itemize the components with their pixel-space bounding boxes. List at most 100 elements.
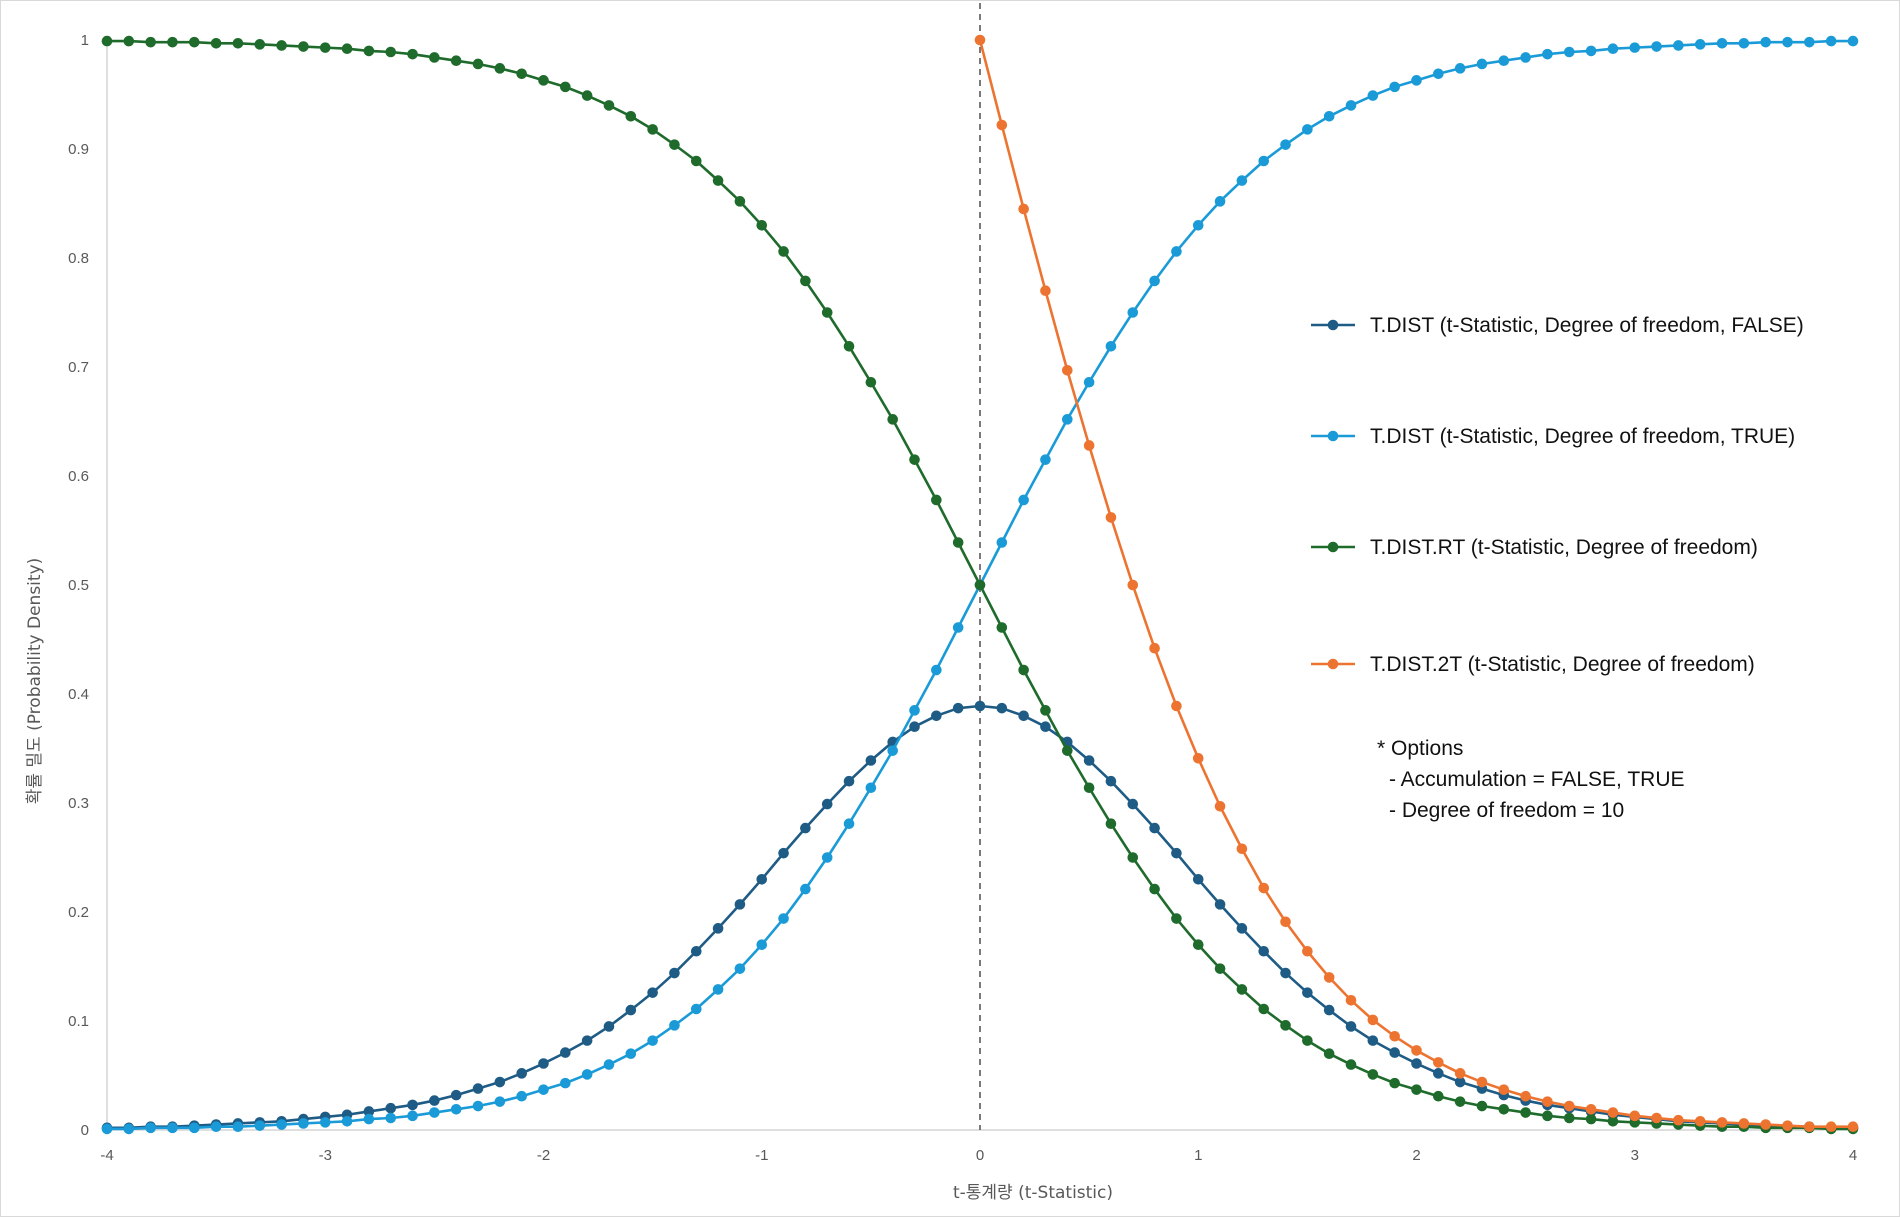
data-point [887,745,898,756]
data-point [909,454,920,465]
data-point [1302,124,1313,135]
data-point [1214,196,1226,207]
data-point [1323,1048,1335,1059]
y-tick-label: 0.1 [68,1013,89,1030]
data-point [1105,818,1117,830]
data-point [1454,63,1466,74]
data-point [581,1035,593,1046]
x-tick-label: -2 [537,1147,550,1164]
data-point [407,1099,418,1111]
data-point [1214,800,1226,812]
data-point [1236,175,1248,186]
data-point [1563,46,1575,58]
data-point [1804,1121,1815,1133]
data-point [843,340,855,352]
data-point [1149,883,1160,895]
data-point [974,34,986,46]
x-tick-label: -4 [100,1147,113,1164]
data-point [974,579,986,591]
data-point [1804,36,1815,48]
data-point [1280,967,1291,979]
data-point [1520,1107,1531,1118]
data-point [450,55,462,67]
options-note-line: - Degree of freedom = 10 [1389,799,1624,822]
y-tick-label: 1 [81,32,89,49]
data-point [690,945,702,957]
data-point [494,63,506,74]
data-point [145,1122,156,1134]
data-point [1433,1090,1444,1102]
data-point [865,376,877,388]
data-point [712,923,724,934]
data-point [1323,972,1335,983]
data-point [1782,36,1793,48]
data-point [996,702,1008,714]
data-point [1673,1114,1684,1126]
data-point [450,1103,462,1115]
data-point [189,1122,200,1134]
data-point [319,42,331,53]
data-point [1280,916,1291,928]
data-point [1258,155,1270,167]
data-point [232,37,244,49]
data-point [538,1058,549,1069]
data-point [625,1048,637,1059]
data-point [1738,37,1750,49]
data-point [843,818,855,830]
data-point [1040,454,1051,465]
data-point [1629,1110,1641,1122]
data-point [603,1059,615,1070]
data-point [1171,246,1182,257]
data-point [1716,1117,1728,1128]
data-point [1040,705,1051,716]
data-point [494,1096,506,1107]
data-point [952,622,964,633]
data-point [625,1004,637,1016]
data-point [1563,1100,1575,1112]
data-point [1498,1084,1510,1095]
data-point [363,1106,375,1117]
data-point [669,967,680,979]
axes-layer: 0 0.1 0.2 0.3 0.4 0.5 0.6 0.7 0.8 0.9 1 -4 -3 -2 -1 0 1 2… [68,3,1857,1164]
data-point [494,1076,506,1088]
data-point [1018,494,1029,506]
data-point [1585,45,1597,57]
data-point [1411,1058,1422,1069]
data-point [1258,945,1270,957]
data-point [581,90,593,101]
data-point [821,852,833,863]
data-point [407,1110,418,1122]
data-point [1171,700,1182,712]
data-point [1411,75,1422,86]
data-point [516,68,527,80]
data-point [1040,285,1051,297]
data-point [1149,275,1160,287]
data-point [450,1089,462,1101]
data-point [1236,923,1248,934]
data-point [1694,39,1706,50]
x-tick-label: 2 [1412,1147,1420,1164]
data-point [581,1069,593,1080]
data-point [560,1077,571,1089]
data-point [1127,852,1139,863]
options-note: * Options - Accumulation = FALSE, TRUE - D… [1377,737,1685,822]
data-point [800,883,811,895]
data-point [1302,945,1313,957]
data-point [1105,340,1117,352]
y-tick-label: 0.2 [68,904,89,921]
data-point [189,36,200,48]
data-point [974,700,986,712]
data-point [690,1003,702,1015]
data-point [1411,1045,1422,1056]
data-point [647,124,658,135]
y-tick-label: 0.7 [68,359,89,376]
data-point [1629,42,1641,53]
data-point [778,246,789,257]
x-tick-label: -3 [319,1147,332,1164]
data-point [952,702,964,714]
data-point [516,1090,527,1102]
y-tick-label: 0.6 [68,468,89,485]
data-point [1236,984,1248,995]
data-point [1389,81,1400,93]
data-point [1214,963,1226,974]
